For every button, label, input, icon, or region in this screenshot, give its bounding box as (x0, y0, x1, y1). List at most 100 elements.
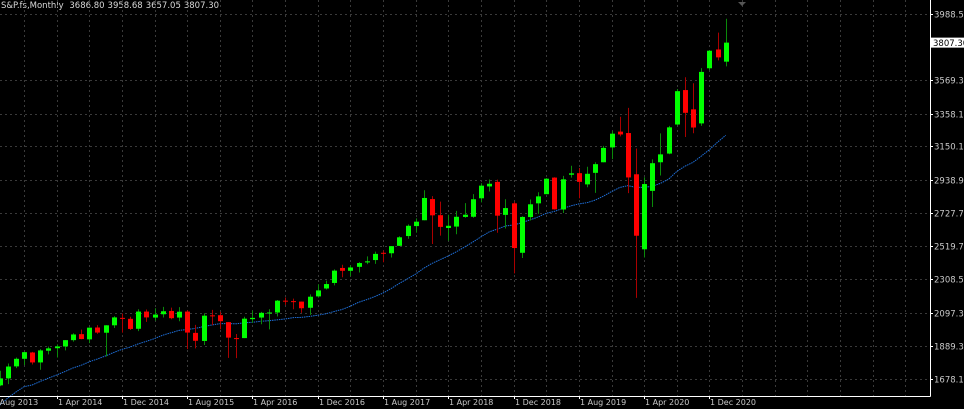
candle-2020-05 (650, 159, 655, 207)
candle-body (308, 296, 313, 308)
chart-shift-marker-icon[interactable] (738, 2, 746, 6)
candle-2017-11 (406, 224, 411, 239)
y-tick-label: 3569.30 (934, 77, 964, 87)
candle-2016-09 (291, 298, 296, 310)
candle-2020-08 (675, 88, 680, 126)
candle-2019-09 (585, 166, 590, 188)
candle-body (218, 315, 223, 322)
candle-2019-04 (544, 178, 549, 195)
candle-body (161, 311, 166, 315)
candle-body (373, 253, 378, 261)
candle-body (120, 317, 125, 319)
candle-body (128, 318, 133, 329)
candle-body (675, 91, 680, 125)
candle-2016-10 (299, 301, 304, 313)
candle-body (55, 346, 60, 349)
candle-body (242, 318, 247, 339)
x-tick-label: 1 Dec 2014 (123, 398, 169, 407)
candle-body (618, 131, 623, 135)
candle-body (259, 312, 264, 318)
y-tick-label: 2308.50 (934, 276, 964, 286)
candle-2017-08 (381, 250, 386, 263)
candle-body (324, 284, 329, 289)
candle-2019-02 (528, 199, 533, 221)
candle-body (14, 358, 19, 367)
candle-body (422, 197, 427, 221)
candle-body (210, 315, 215, 317)
y-tick-label: 2727.70 (934, 210, 964, 220)
chart-header: S&P.fs,Monthly 3686.80 3958.68 3657.05 3807… (1, 1, 222, 11)
candle-body (552, 177, 557, 210)
candle-body (299, 301, 304, 309)
candle-body (389, 246, 394, 254)
candle-2015-02 (136, 309, 141, 332)
candle-2015-12 (218, 311, 223, 330)
candle-2020-10 (691, 83, 696, 134)
candle-body (357, 263, 362, 267)
candle-body (30, 352, 35, 363)
candle-2015-05 (161, 306, 166, 318)
candle-2015-08 (185, 310, 190, 350)
candle-body (22, 352, 27, 359)
candle-2017-02 (332, 269, 337, 286)
candle-2015-07 (177, 307, 182, 322)
y-tick-label: 3358.10 (934, 111, 964, 121)
candle-body (593, 164, 598, 173)
candle-2020-09 (683, 77, 688, 137)
candles (0, 18, 729, 387)
x-tick-label: 1 Aug 2015 (188, 398, 234, 407)
candle-body (601, 147, 606, 163)
candle-2018-07 (471, 194, 476, 218)
candle-2017-06 (365, 256, 370, 265)
candle-body (46, 348, 51, 351)
candle-2018-11 (503, 199, 508, 229)
candle-2016-07 (275, 300, 280, 317)
candle-2019-01 (520, 216, 525, 259)
candle-body (446, 225, 451, 228)
candle-body (79, 334, 84, 340)
candle-2014-12 (120, 313, 125, 333)
candle-body (520, 216, 525, 253)
candle-body (626, 133, 631, 178)
current-price-box (931, 37, 964, 48)
x-tick-label: 1 Apr 2016 (253, 398, 297, 407)
candle-body (658, 154, 663, 163)
x-tick-label: 1 Dec 2020 (710, 398, 756, 407)
candle-2020-11 (699, 68, 704, 126)
candle-body (63, 340, 68, 347)
candle-body (430, 199, 435, 216)
candle-2019-03 (536, 192, 541, 214)
candle-body (348, 267, 353, 271)
y-tick-label: 2097.30 (934, 310, 964, 320)
candle-2016-01 (226, 322, 231, 358)
y-tick-label: 1678.10 (934, 376, 964, 386)
candle-body (177, 311, 182, 318)
candle-2020-04 (642, 177, 647, 258)
candle-body (438, 215, 443, 227)
candle-body (487, 183, 492, 187)
candle-2013-09 (0, 370, 3, 387)
candle-body (585, 173, 590, 185)
candle-body (479, 185, 484, 199)
candle-body (291, 301, 296, 303)
candle-2019-08 (577, 167, 582, 199)
candle-body (0, 378, 3, 386)
candle-body (234, 338, 239, 340)
candle-body (71, 334, 76, 341)
candle-2016-06 (267, 309, 272, 330)
candle-body (340, 267, 345, 271)
candle-2014-05 (63, 340, 68, 351)
candle-2018-10 (495, 179, 500, 233)
candle-2017-03 (340, 264, 345, 278)
candle-body (381, 252, 386, 254)
moving-average (0, 134, 727, 406)
candle-2017-10 (397, 236, 402, 246)
open-value: 3686.80 (69, 1, 105, 11)
candle-2021-02 (724, 18, 729, 67)
symbol-label: S&P.fs,Monthly (1, 1, 64, 11)
y-tick-label: 1889.30 (934, 343, 964, 353)
candle-2014-09 (95, 325, 100, 334)
grid (0, 0, 930, 396)
